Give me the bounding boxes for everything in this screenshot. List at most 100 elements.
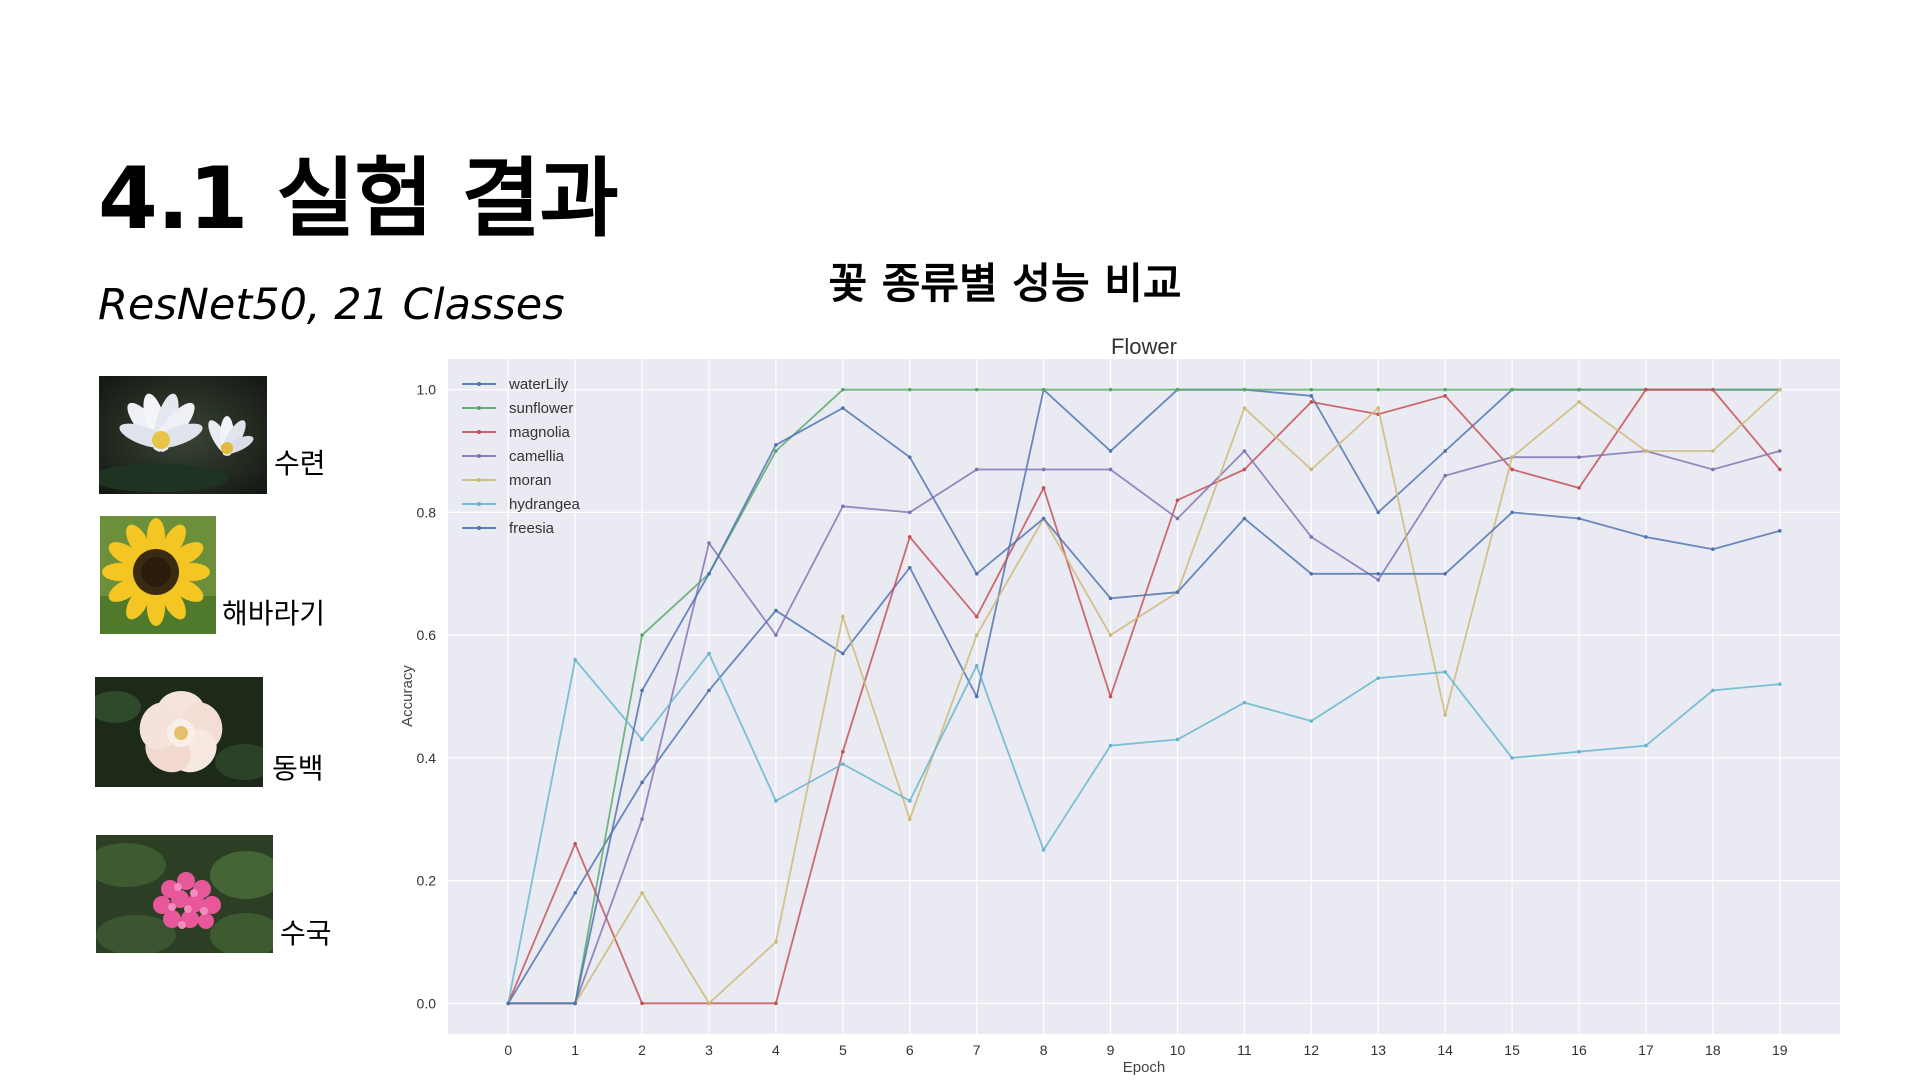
data-point-hydrangea	[1777, 682, 1782, 687]
hydrangea-photo	[96, 835, 273, 953]
flower-label-camellia: 동백	[272, 752, 324, 785]
data-point-freesia	[1510, 510, 1514, 515]
data-point-waterlily	[707, 688, 711, 693]
data-point-hydrangea	[1510, 756, 1514, 760]
data-point-sunflower	[1443, 387, 1447, 392]
data-point-camellia	[1711, 467, 1715, 472]
legend-marker-camellia	[477, 454, 481, 458]
data-point-camellia	[974, 467, 979, 472]
x-tick-label: 5	[839, 1042, 847, 1058]
data-point-camellia	[707, 541, 711, 545]
data-point-waterlily	[640, 780, 644, 785]
data-point-freesia	[1175, 590, 1180, 594]
legend-label-moran: moran	[509, 472, 552, 489]
data-point-freesia	[1577, 516, 1581, 521]
data-point-camellia	[1309, 535, 1314, 539]
data-point-magnolia	[1108, 694, 1113, 699]
data-point-moran	[841, 614, 845, 619]
data-point-hydrangea	[707, 651, 711, 656]
data-point-camellia	[640, 817, 644, 822]
data-point-magnolia	[841, 749, 845, 754]
legend-label-freesia: freesia	[509, 520, 555, 537]
data-point-sunflower	[640, 633, 644, 637]
data-point-moran	[1510, 455, 1514, 459]
x-axis-label: Epoch	[1123, 1059, 1166, 1075]
data-point-moran	[1711, 449, 1715, 453]
legend-label-sunflower: sunflower	[509, 400, 573, 417]
data-point-sunflower	[1577, 387, 1581, 392]
y-tick-label: 0.0	[417, 995, 437, 1011]
data-point-moran	[1577, 400, 1581, 404]
flower-label-sunflower: 해바라기	[222, 597, 326, 630]
legend-label-camellia: camellia	[509, 448, 565, 465]
data-point-waterlily	[1443, 449, 1447, 453]
data-point-sunflower	[1175, 387, 1180, 392]
series-line-moran	[508, 389, 1781, 1005]
data-point-sunflower	[774, 449, 778, 453]
data-point-waterlily	[774, 608, 778, 613]
data-point-freesia	[506, 1001, 511, 1006]
legend-marker-sunflower	[477, 406, 481, 410]
data-point-magnolia	[1577, 486, 1581, 490]
data-point-sunflower	[1242, 387, 1247, 392]
x-tick-label: 8	[1040, 1042, 1048, 1058]
y-tick-label: 0.6	[417, 627, 437, 643]
x-tick-label: 0	[504, 1042, 512, 1058]
data-point-magnolia	[1711, 387, 1715, 392]
data-point-camellia	[1577, 455, 1581, 459]
data-point-freesia	[774, 443, 778, 447]
x-tick-label: 7	[973, 1042, 981, 1058]
data-point-magnolia	[1777, 467, 1782, 472]
data-point-hydrangea	[1577, 749, 1581, 754]
x-tick-label: 4	[772, 1042, 780, 1058]
data-point-sunflower	[1510, 387, 1514, 392]
data-point-magnolia	[974, 614, 979, 619]
legend-marker-waterlily	[477, 382, 481, 386]
data-point-hydrangea	[907, 799, 912, 803]
data-point-moran	[1443, 713, 1447, 717]
data-point-moran	[1376, 406, 1381, 410]
data-point-freesia	[1108, 596, 1113, 601]
data-point-moran	[974, 633, 979, 637]
x-tick-label: 18	[1705, 1042, 1721, 1058]
data-point-freesia	[1309, 571, 1314, 576]
data-point-magnolia	[774, 1001, 778, 1006]
flower-label-water-lily: 수련	[274, 447, 326, 480]
legend-marker-hydrangea	[477, 502, 481, 506]
data-point-hydrangea	[573, 657, 577, 662]
data-point-waterlily	[974, 694, 979, 699]
data-point-sunflower	[1376, 387, 1381, 392]
legend-label-waterlily: waterLily	[508, 376, 569, 393]
data-point-waterlily	[1108, 449, 1113, 453]
data-point-hydrangea	[1443, 670, 1447, 674]
x-tick-label: 3	[705, 1042, 713, 1058]
data-point-hydrangea	[1711, 688, 1715, 693]
y-axis-label: Accuracy	[399, 665, 416, 727]
data-point-waterlily	[907, 565, 912, 570]
legend-marker-freesia	[477, 526, 481, 530]
data-point-freesia	[1443, 571, 1447, 576]
data-point-camellia	[1443, 473, 1447, 478]
chart-heading: 꽃 종류별 성능 비교	[828, 259, 1182, 308]
data-point-freesia	[1242, 516, 1247, 521]
x-tick-label: 2	[638, 1042, 646, 1058]
data-point-freesia	[1777, 529, 1782, 533]
camellia-photo	[95, 677, 263, 787]
data-point-moran	[774, 940, 778, 944]
data-point-freesia	[1711, 547, 1715, 552]
y-tick-label: 1.0	[417, 382, 437, 398]
data-point-camellia	[1108, 467, 1113, 472]
data-point-camellia	[1376, 578, 1381, 582]
data-point-waterlily	[841, 651, 845, 656]
x-tick-label: 14	[1437, 1042, 1453, 1058]
y-tick-label: 0.4	[417, 750, 437, 766]
data-point-sunflower	[1309, 387, 1314, 392]
slide-subtitle: ResNet50, 21 Classes	[98, 280, 565, 330]
data-point-magnolia	[907, 535, 912, 539]
flower-accuracy-chart: 0 1 2 3 4 5 6 7 8 9 10 11 12 13 14 15 16 17 18 190.00.20.40…	[399, 334, 1840, 1075]
data-point-waterlily	[573, 891, 577, 895]
data-point-freesia	[1376, 571, 1381, 576]
x-tick-label: 17	[1638, 1042, 1654, 1058]
x-tick-label: 13	[1370, 1042, 1386, 1058]
data-point-magnolia	[640, 1001, 644, 1006]
